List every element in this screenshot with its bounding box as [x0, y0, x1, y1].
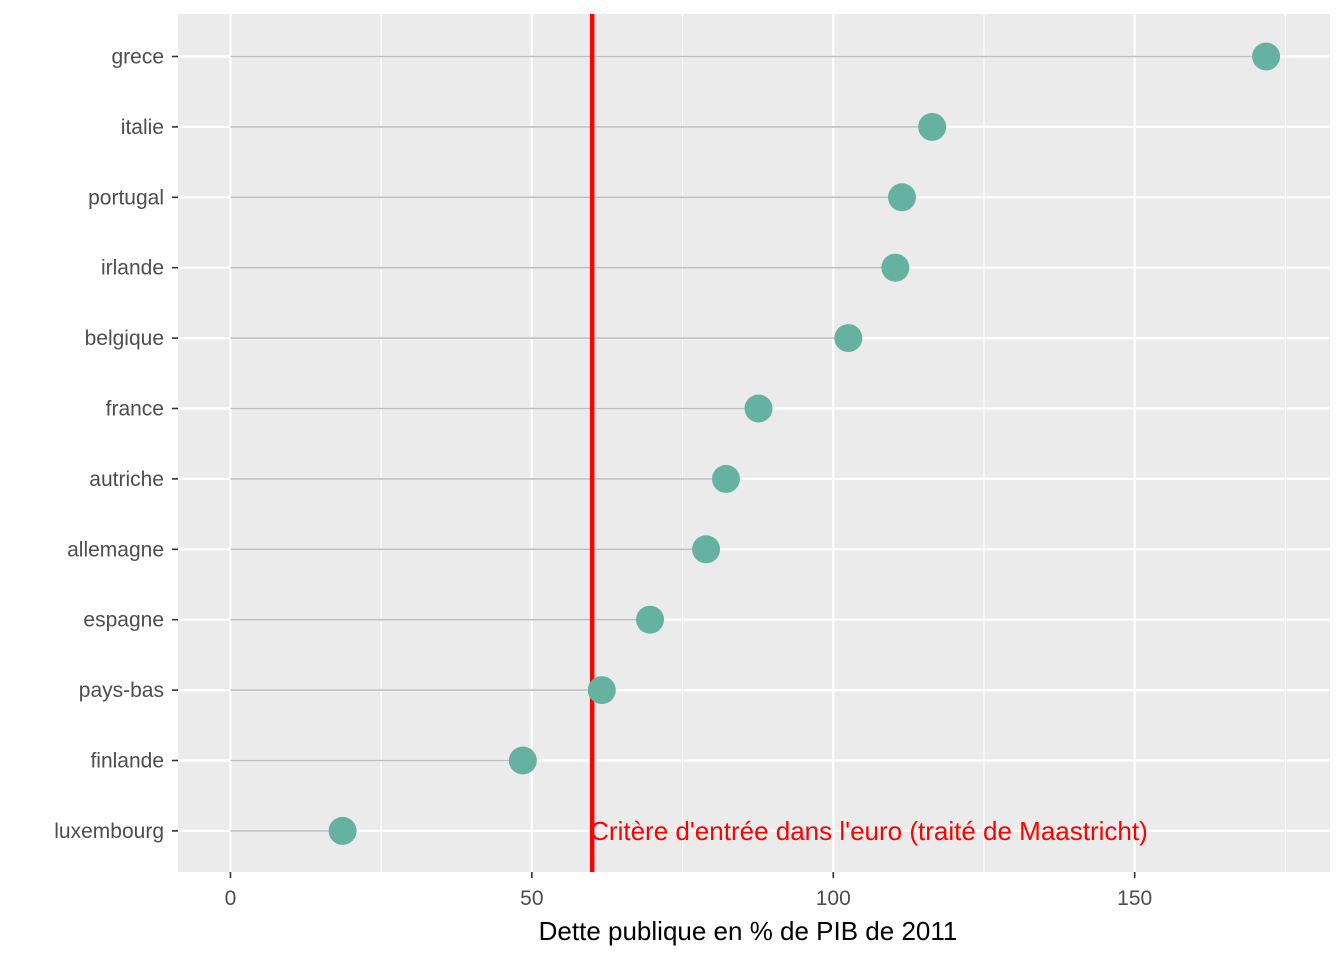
data-point	[692, 535, 721, 564]
y-tick-label: allemagne	[67, 538, 164, 561]
data-point	[881, 253, 910, 282]
data-point	[1252, 42, 1281, 71]
lollipop-segments	[230, 55, 1267, 832]
data-point	[711, 464, 740, 493]
y-tick-label: belgique	[85, 327, 164, 350]
data-point	[328, 816, 357, 845]
reference-line-group: Critère d'entrée dans l'euro (traité de …	[589, 14, 1148, 872]
data-point	[508, 746, 537, 775]
plot-panel	[178, 14, 1330, 872]
x-tick-label: 0	[225, 887, 237, 910]
y-tick-label: espagne	[83, 609, 164, 632]
data-point	[887, 183, 916, 212]
y-tick-label: autriche	[89, 468, 164, 491]
x-axis-labels: 0 50 100 150	[225, 872, 1152, 910]
y-tick-label: luxembourg	[54, 820, 164, 843]
data-points	[328, 42, 1281, 845]
y-axis-labels: grece italie portugal irlande belgique france…	[54, 46, 178, 843]
data-point	[744, 394, 773, 423]
data-point	[918, 112, 947, 141]
x-axis-title: Dette publique en % de PIB de 2011	[539, 916, 958, 946]
y-tick-label: grece	[111, 46, 164, 69]
minor-gridlines	[380, 14, 1286, 872]
y-tick-label: italie	[121, 116, 164, 139]
data-point	[587, 676, 616, 705]
y-tick-label: pays-bas	[79, 679, 164, 702]
y-tick-label: finlande	[90, 750, 164, 773]
x-tick-label: 50	[520, 887, 543, 910]
x-tick-label: 100	[816, 887, 851, 910]
x-tick-label: 150	[1117, 887, 1152, 910]
y-tick-label: irlande	[101, 257, 164, 280]
data-point	[834, 324, 863, 353]
data-point	[636, 605, 665, 634]
reference-line-label: Critère d'entrée dans l'euro (traité de …	[590, 816, 1148, 846]
y-tick-label: france	[106, 398, 164, 421]
y-tick-label: portugal	[88, 186, 164, 209]
